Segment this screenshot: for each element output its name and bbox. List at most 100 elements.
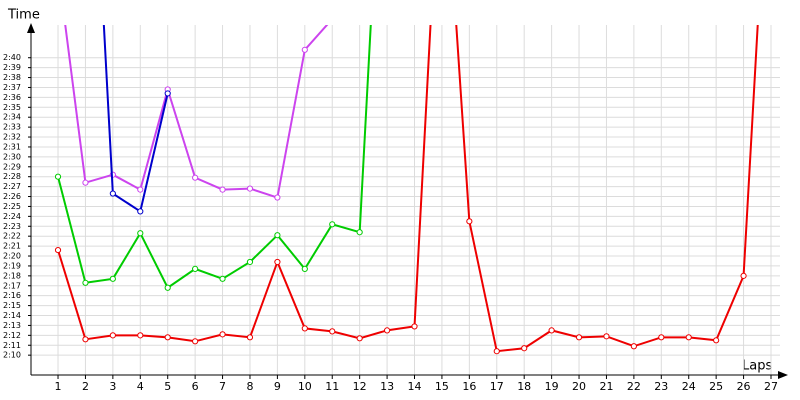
grid — [28, 25, 780, 379]
point — [330, 16, 335, 21]
x-tick-label: 18 — [517, 380, 531, 393]
x-tick-label: 27 — [764, 380, 778, 393]
point — [246, 334, 254, 341]
point — [164, 334, 171, 341]
point — [192, 174, 199, 181]
y-tick-label: 2:37 — [3, 83, 21, 92]
point — [630, 343, 637, 350]
point — [246, 185, 254, 192]
y-tick-label: 2:25 — [3, 202, 21, 211]
x-tick-label: 5 — [164, 380, 171, 393]
x-tick-label: 7 — [219, 380, 226, 393]
point — [466, 218, 473, 225]
y-tick-label: 2:39 — [3, 63, 21, 72]
y-tick-label: 2:35 — [3, 103, 21, 112]
point — [493, 348, 500, 355]
point — [164, 284, 171, 291]
point — [411, 323, 418, 330]
y-tick-label: 2:11 — [3, 341, 21, 350]
x-tick-label: 24 — [682, 380, 696, 393]
point — [274, 232, 281, 239]
point — [164, 90, 171, 97]
y-tick-label: 2:34 — [3, 113, 21, 122]
x-tick-label: 11 — [325, 380, 339, 393]
x-tick-label: 9 — [274, 380, 281, 393]
point — [219, 331, 226, 338]
y-tick-label: 2:36 — [3, 93, 21, 102]
point — [109, 190, 116, 197]
y-arrow — [27, 23, 35, 33]
point — [521, 345, 528, 352]
y-tick-label: 2:19 — [3, 261, 21, 270]
point — [109, 332, 116, 339]
point — [82, 279, 89, 286]
y-tick-label: 2:23 — [3, 222, 21, 231]
point — [603, 333, 610, 340]
point — [137, 186, 144, 193]
point — [54, 173, 62, 180]
y-tick-label: 2:32 — [3, 133, 21, 142]
x-tick-label: 3 — [109, 380, 116, 393]
y-tick-label: 2:17 — [3, 281, 21, 290]
x-tick-label: 25 — [709, 380, 723, 393]
point — [740, 272, 747, 279]
point — [219, 275, 226, 282]
y-tick-label: 2:33 — [3, 123, 21, 132]
point — [329, 328, 336, 335]
point — [274, 258, 281, 266]
y-tick-label: 2:31 — [3, 142, 21, 151]
y-tick-label: 2:40 — [3, 53, 21, 62]
x-tick-label: 4 — [137, 380, 144, 393]
point — [82, 336, 89, 343]
point — [54, 246, 62, 254]
y-tick-label: 2:27 — [3, 182, 21, 191]
y-tick-label: 2:21 — [3, 242, 21, 251]
x-axis-label: Laps — [742, 359, 772, 374]
y-axis-label: Time — [7, 8, 40, 23]
point — [82, 179, 89, 186]
lines — [54, 16, 759, 355]
point — [548, 327, 555, 334]
x-tick-label: 12 — [353, 380, 367, 393]
point — [137, 208, 144, 215]
point — [356, 229, 363, 236]
x-tick-label: 20 — [572, 380, 586, 393]
x-tick-label: 22 — [627, 380, 641, 393]
x-tick-label: 19 — [545, 380, 559, 393]
x-tick-label: 14 — [408, 380, 422, 393]
y-tick-label: 2:38 — [3, 73, 21, 82]
point — [246, 258, 254, 266]
x-tick-label: 10 — [298, 380, 312, 393]
point — [219, 186, 226, 193]
x-tick-label: 26 — [737, 380, 751, 393]
point — [274, 194, 281, 201]
point — [685, 334, 692, 341]
y-tick-label: 2:24 — [3, 212, 21, 221]
x-tick-label: 1 — [55, 380, 62, 393]
y-tick-label: 2:26 — [3, 192, 21, 201]
point — [301, 325, 308, 332]
point — [575, 334, 583, 341]
x-tick-label: 21 — [599, 380, 613, 393]
x-tick-label: 13 — [380, 380, 394, 393]
x-tick-label: 17 — [490, 380, 504, 393]
y-tick-label: 2:12 — [3, 331, 21, 340]
x-tick-label: 8 — [246, 380, 253, 393]
y-tick-label: 2:22 — [3, 232, 21, 241]
point — [383, 327, 391, 334]
x-tick-label: 6 — [192, 380, 199, 393]
point — [192, 338, 199, 345]
y-tick-label: 2:18 — [3, 271, 21, 280]
y-tick-label: 2:16 — [3, 291, 21, 300]
point — [301, 265, 308, 273]
point — [658, 334, 665, 341]
point — [356, 335, 363, 342]
y-tick-label: 2:29 — [3, 162, 21, 171]
y-tick-label: 2:30 — [3, 152, 21, 161]
point — [109, 275, 116, 282]
point — [713, 337, 720, 344]
series-line — [102, 25, 169, 214]
x-tick-label: 23 — [654, 380, 668, 393]
point — [329, 221, 336, 228]
